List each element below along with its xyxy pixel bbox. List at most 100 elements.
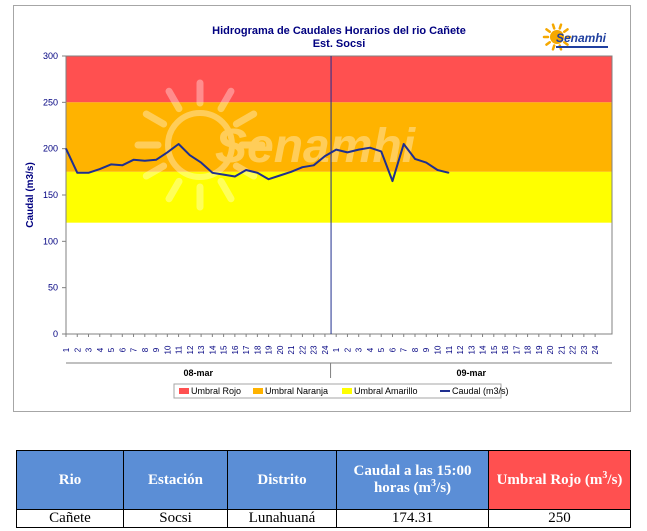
y-tick-label: 300 [43, 51, 58, 61]
chart-subtitle: Est. Socsi [313, 38, 366, 50]
data-point [324, 155, 326, 157]
data-point [256, 172, 258, 174]
data-point [290, 171, 292, 173]
x-tick-label: 20 [546, 345, 555, 354]
data-point [65, 148, 67, 150]
legend-label-0: Umbral Rojo [191, 386, 241, 396]
x-tick-label: 2 [343, 347, 352, 352]
logo-ray [563, 41, 569, 46]
data-point [279, 174, 281, 177]
header-caudal: Caudal a las 15:00 horas (m3/s) [336, 450, 489, 510]
logo-ray [545, 41, 551, 46]
x-tick-label: 20 [276, 345, 285, 354]
x-tick-label: 3 [85, 347, 94, 352]
cell-umbral-rojo: 250 [488, 509, 631, 528]
data-point [132, 159, 135, 161]
x-tick-label: 1 [62, 347, 71, 352]
legend-label-2: Umbral Amarillo [354, 386, 418, 396]
chart-title: Hidrograma de Caudales Horarios del rio … [212, 25, 466, 37]
y-tick-label: 100 [43, 236, 58, 246]
data-point [166, 151, 168, 153]
cell-estacion: Socsi [123, 509, 228, 528]
x-tick-label: 8 [411, 347, 420, 352]
logo-ray [545, 28, 551, 33]
x-tick-label: 6 [118, 347, 127, 352]
x-tick-label: 15 [490, 345, 499, 354]
day-label-2: 09-mar [457, 368, 487, 378]
legend-swatch-0 [179, 388, 189, 394]
data-point [346, 151, 349, 153]
watermark-ray [142, 110, 168, 128]
x-tick-label: 16 [501, 345, 510, 354]
x-tick-label: 10 [163, 345, 172, 354]
x-tick-label: 6 [388, 347, 397, 352]
x-tick-label: 3 [355, 347, 364, 352]
x-tick-label: 10 [434, 345, 443, 354]
x-tick-label: 24 [591, 345, 600, 354]
data-point [234, 175, 236, 178]
data-point [223, 174, 225, 176]
data-point [380, 150, 382, 153]
x-tick-label: 11 [175, 345, 184, 354]
data-point [414, 158, 416, 160]
header-distrito: Distrito [227, 450, 337, 510]
watermark-ray [142, 162, 168, 180]
data-point [144, 160, 146, 162]
data-point [313, 164, 315, 166]
cell-distrito: Lunahuaná [227, 509, 337, 528]
x-tick-label: 12 [186, 345, 195, 354]
y-tick-label: 200 [43, 144, 58, 154]
x-tick-label: 9 [422, 347, 431, 352]
y-tick-label: 250 [43, 97, 58, 107]
logo-text: Senamhi [556, 31, 607, 45]
x-tick-label: 17 [512, 345, 521, 354]
x-tick-label: 9 [152, 347, 161, 352]
data-point [301, 166, 304, 168]
x-tick-label: 5 [107, 347, 116, 352]
data-point [99, 168, 101, 170]
x-tick-label: 12 [456, 345, 465, 354]
data-point [425, 161, 427, 164]
senamhi-logo: Senamhi [542, 23, 608, 51]
logo-ray [563, 28, 569, 33]
x-tick-label: 21 [287, 345, 296, 354]
data-point [448, 172, 450, 174]
x-tick-label: 19 [535, 345, 544, 354]
x-tick-label: 18 [253, 345, 262, 354]
threshold-band-0 [66, 56, 612, 103]
logo-ray [551, 44, 556, 51]
x-tick-label: 23 [580, 345, 589, 354]
x-tick-label: 16 [231, 345, 240, 354]
data-point [121, 164, 123, 166]
header-estacion: Estación [123, 450, 228, 510]
data-point [211, 172, 213, 174]
flow-summary-table: Rio Estación Distrito Caudal a las 15:00… [16, 450, 631, 528]
y-axis-label: Caudal (m3/s) [25, 162, 36, 228]
x-tick-label: 7 [130, 347, 139, 352]
data-point [436, 169, 439, 171]
x-tick-label: 15 [220, 345, 229, 354]
logo-sun-icon [550, 30, 564, 44]
data-point [189, 154, 191, 156]
watermark-logo: Senamhi [134, 79, 417, 211]
y-tick-label: 150 [43, 190, 58, 200]
x-tick-label: 14 [479, 345, 488, 354]
legend-swatch-2 [342, 388, 352, 394]
x-tick-label: 22 [298, 345, 307, 354]
x-tick-label: 4 [96, 347, 105, 352]
x-tick-label: 23 [310, 345, 319, 354]
data-point [87, 172, 90, 174]
legend-label-1: Umbral Naranja [265, 386, 328, 396]
watermark-ray [217, 177, 235, 203]
logo-ray [551, 23, 556, 30]
x-tick-label: 19 [265, 345, 274, 354]
y-tick-label: 0 [53, 329, 58, 339]
cell-caudal: 174.31 [336, 509, 489, 528]
data-point [177, 143, 180, 145]
data-point [155, 159, 157, 161]
day-label-1: 08-mar [184, 368, 214, 378]
x-tick-label: 14 [208, 345, 217, 354]
watermark-ray [232, 110, 258, 128]
plot-area-white [66, 222, 612, 334]
